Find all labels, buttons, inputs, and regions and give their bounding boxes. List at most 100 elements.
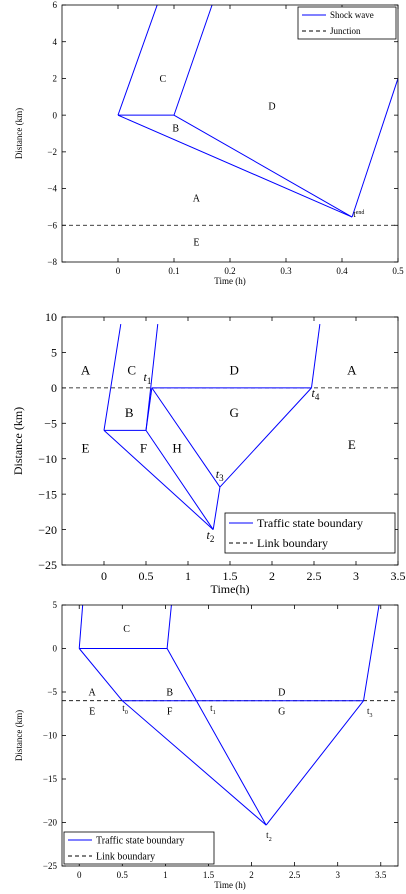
boundary-segment <box>103 324 122 431</box>
y-tick-label: −5 <box>44 416 57 430</box>
y-tick-label: 5 <box>53 600 58 610</box>
time-point-subscript: 1 <box>213 710 216 716</box>
legend-label: Traffic state boundary <box>257 516 363 530</box>
x-tick-label: 3.5 <box>391 569 406 583</box>
boundary-segment <box>117 5 158 116</box>
legend-label: Traffic state boundary <box>96 836 184 847</box>
y-tick-label: 2 <box>53 74 58 84</box>
time-point-subscript: 2 <box>269 837 272 843</box>
y-tick-label: −4 <box>47 184 57 194</box>
time-point-letter: t <box>210 703 213 713</box>
region-label: F <box>140 441 147 456</box>
boundary-segment <box>173 114 353 218</box>
time-point-subscript: 2 <box>210 534 215 544</box>
chart-traffic-state-1: 0 0.5 1 1.5 2 2.5 3 3.5 −25 −20 −15 −10 −5 0 5 10 Time(h… <box>11 310 406 596</box>
y-tick-label: −5 <box>47 687 57 697</box>
x-tick-label: 0.2 <box>224 266 235 276</box>
y-tick-label: −6 <box>47 220 57 230</box>
y-tick-label: −15 <box>38 487 57 501</box>
time-point-letter: t <box>311 386 315 400</box>
legend-box <box>63 831 215 865</box>
x-axis-label: Time (h) <box>214 880 245 890</box>
x-tick-label: 0.5 <box>117 870 129 880</box>
x-tick-label: 2.5 <box>289 870 301 880</box>
y-tick-label: 6 <box>53 0 58 10</box>
legend: Traffic state boundary Link boundary <box>224 512 396 554</box>
boundary-segment <box>173 5 213 116</box>
legend-box <box>297 6 397 40</box>
y-tick-label: 0 <box>53 644 58 654</box>
legend-label: Link boundary <box>257 536 328 550</box>
boundary-lines <box>103 324 321 530</box>
boundary-segment <box>151 387 221 488</box>
x-tick-label: 2 <box>249 870 254 880</box>
x-tick-label: 3 <box>353 569 359 583</box>
y-tick-label: −15 <box>43 774 58 784</box>
time-point-subscript: 3 <box>219 473 224 483</box>
region-label: E <box>89 707 95 718</box>
boundary-segment <box>310 324 321 388</box>
time-point-label: t1 <box>143 370 151 386</box>
x-tick-label: 3 <box>335 870 340 880</box>
time-point-letter: t <box>143 370 147 384</box>
region-label: G <box>230 405 239 420</box>
time-point-subscript: end <box>356 210 365 216</box>
legend-box <box>224 512 396 554</box>
plot-frame <box>61 4 399 263</box>
region-label: C <box>159 74 166 85</box>
boundary-segment <box>351 78 398 218</box>
y-tick-label: −20 <box>43 818 58 828</box>
x-tick-label: 1 <box>185 569 191 583</box>
y-axis-label: Distance (km) <box>14 108 24 159</box>
region-label: A <box>81 363 91 378</box>
legend: Shock wave Junction <box>297 6 397 40</box>
legend: Traffic state boundary Link boundary <box>63 831 215 865</box>
region-label: G <box>278 707 285 718</box>
region-label: A <box>347 363 357 378</box>
x-tick-label: 0.3 <box>280 266 292 276</box>
boundary-segment <box>145 430 214 530</box>
time-point-label: t3 <box>216 467 224 483</box>
time-point-letter: t <box>367 706 370 716</box>
boundary-segment <box>363 605 380 701</box>
boundary-segment <box>219 387 312 488</box>
boundary-segment <box>117 114 353 218</box>
x-tick-label: 0.5 <box>139 569 154 583</box>
chart-traffic-state-2: 0 0.5 1 1.5 2 2.5 3 3.5 −25 −20 −15 −10 −5 0 5 Time (h)… <box>14 600 399 890</box>
region-label: B <box>172 123 179 134</box>
y-tick-label: −25 <box>38 558 57 572</box>
region-label: B <box>125 405 134 420</box>
boundary-segment <box>166 605 172 649</box>
time-point-label: t0 <box>122 703 128 716</box>
x-tick-label: 0 <box>77 870 82 880</box>
x-tick-label: 1.5 <box>223 569 238 583</box>
y-tick-label: −8 <box>47 257 57 267</box>
region-label: C <box>123 624 130 635</box>
legend-label: Junction <box>330 26 361 36</box>
boundary-segment <box>103 430 214 530</box>
region-label: D <box>278 688 285 699</box>
time-point-subscript: 3 <box>370 713 373 719</box>
y-tick-label: 4 <box>53 37 58 47</box>
y-tick-label: −10 <box>43 731 58 741</box>
y-tick-label: 0 <box>53 110 58 120</box>
x-tick-label: 2 <box>269 569 275 583</box>
time-point-label: t2 <box>206 528 214 544</box>
time-point-subscript: 4 <box>315 392 320 402</box>
time-point-letter: t <box>353 209 356 219</box>
region-label: C <box>127 363 136 378</box>
x-tick-label: 1 <box>163 870 168 880</box>
time-point-label: t2 <box>266 830 272 843</box>
y-axis-label: Distance (km) <box>14 710 24 761</box>
region-label: E <box>348 437 356 452</box>
region-label: F <box>167 707 173 718</box>
time-point-letter: t <box>266 830 269 840</box>
time-point-subscript: 0 <box>125 710 128 716</box>
y-tick-label: −2 <box>47 147 57 157</box>
boundary-segment <box>121 700 267 826</box>
region-label: E <box>82 441 90 456</box>
time-point-subscript: 1 <box>147 376 152 386</box>
region-label: D <box>268 101 275 112</box>
x-tick-label: 2.5 <box>307 569 322 583</box>
boundary-segment <box>212 486 221 530</box>
